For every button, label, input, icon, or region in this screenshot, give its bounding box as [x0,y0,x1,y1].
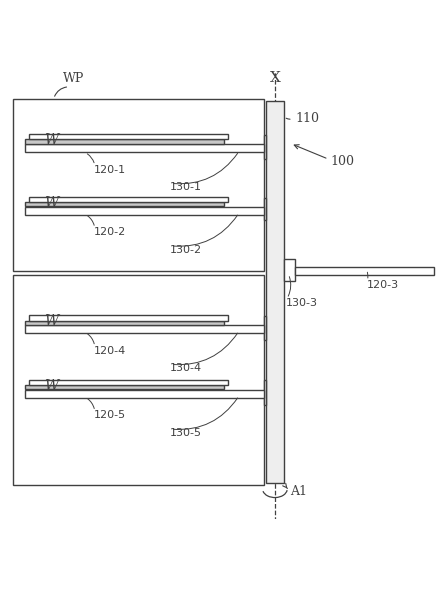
Text: 120-1: 120-1 [94,164,126,174]
Bar [29,315,228,320]
Bar [25,385,224,389]
Text: 110: 110 [295,112,319,125]
Bar [264,381,266,405]
Text: 130-5: 130-5 [170,428,202,439]
Text: A1: A1 [290,485,307,498]
Text: 100: 100 [331,155,355,168]
Bar [284,259,295,281]
Bar [264,316,266,340]
Bar [25,139,224,144]
Bar [295,267,434,275]
Bar [29,134,228,139]
Bar [25,202,224,206]
Text: W: W [44,196,59,210]
Bar [264,135,266,159]
Text: W: W [44,314,59,328]
Text: 120-5: 120-5 [94,410,126,420]
Bar [13,99,264,271]
Text: WP: WP [63,73,84,86]
Text: W: W [44,133,59,147]
Bar [264,198,266,220]
Text: 130-4: 130-4 [170,363,202,374]
Text: 120-4: 120-4 [94,346,126,356]
Bar [13,275,264,485]
Bar [25,325,264,333]
Text: 120-3: 120-3 [367,280,399,290]
Bar [25,390,264,398]
Bar [25,320,224,324]
Bar [29,380,228,385]
Text: 130-3: 130-3 [286,298,318,308]
Text: 130-1: 130-1 [170,183,202,193]
Text: W: W [44,379,59,393]
Bar [266,101,284,483]
Text: X: X [270,72,280,86]
Text: 120-2: 120-2 [94,227,126,237]
Bar [25,206,264,215]
Bar [25,144,264,152]
Bar [29,197,228,202]
Text: 130-2: 130-2 [170,245,202,255]
